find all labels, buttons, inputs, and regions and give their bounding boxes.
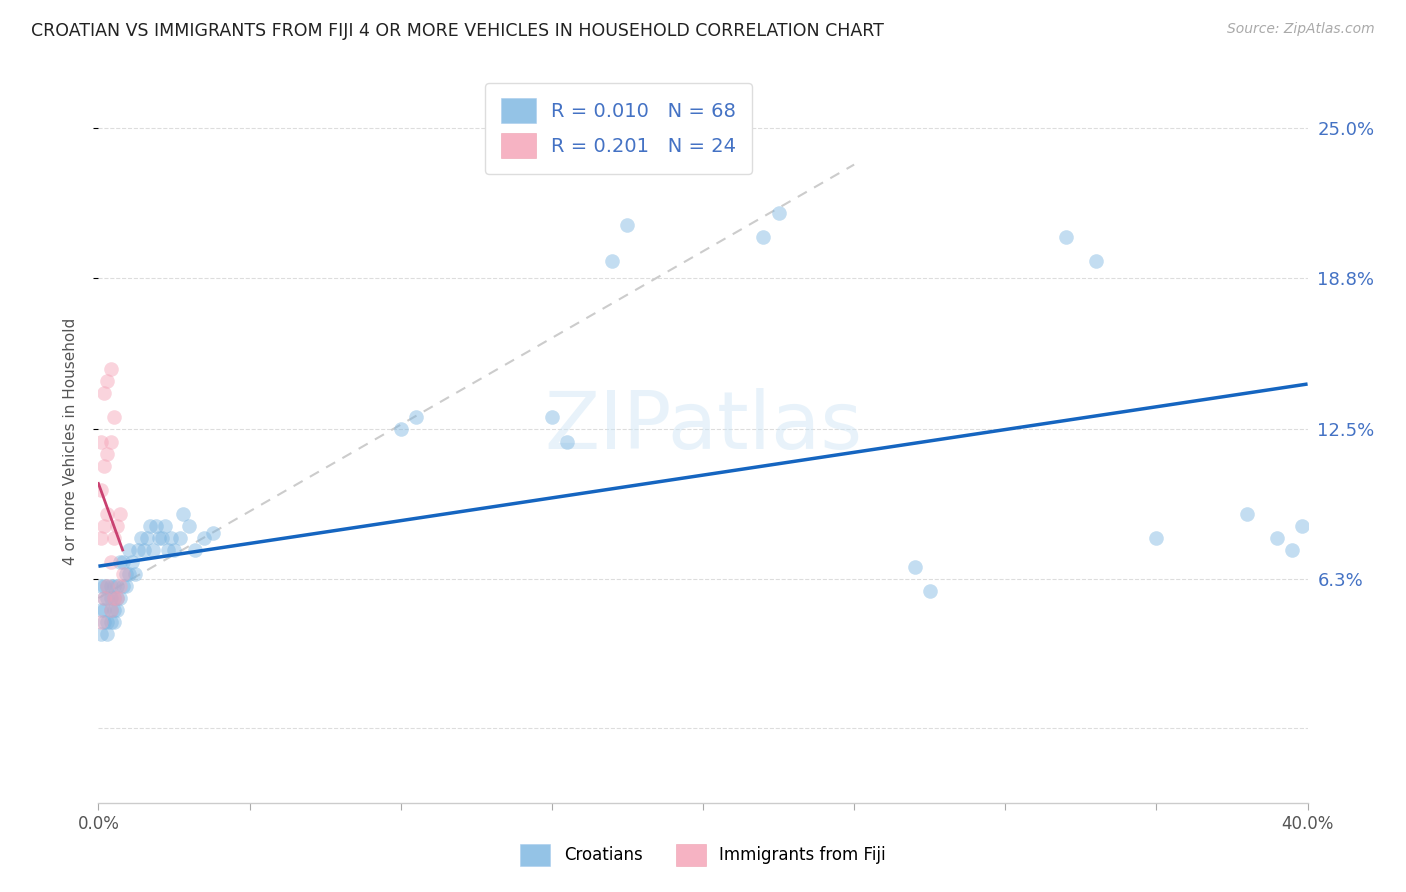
Point — [93, 518, 115, 533]
Point — [100, 603, 122, 617]
Point — [96, 446, 118, 460]
Point — [768, 205, 790, 219]
Point — [904, 559, 927, 574]
Point — [100, 434, 122, 449]
Point — [105, 591, 128, 606]
Point — [127, 542, 149, 557]
Point — [602, 253, 624, 268]
Point — [148, 531, 170, 545]
Point — [105, 603, 128, 617]
Y-axis label: 4 or more Vehicles in Household: 4 or more Vehicles in Household — [63, 318, 77, 566]
Text: CROATIAN VS IMMIGRANTS FROM FIJI 4 OR MORE VEHICLES IN HOUSEHOLD CORRELATION CHA: CROATIAN VS IMMIGRANTS FROM FIJI 4 OR MO… — [31, 22, 884, 40]
Point — [1236, 507, 1258, 521]
Point — [93, 458, 115, 473]
Point — [108, 555, 131, 569]
Point — [96, 627, 118, 641]
Point — [918, 583, 941, 598]
Text: Source: ZipAtlas.com: Source: ZipAtlas.com — [1227, 22, 1375, 37]
Point — [93, 603, 115, 617]
Point — [90, 603, 112, 617]
Point — [153, 518, 176, 533]
Point — [1291, 518, 1313, 533]
Point — [114, 567, 136, 582]
Point — [156, 542, 179, 557]
Point — [1054, 230, 1077, 244]
Point — [103, 603, 125, 617]
Point — [90, 483, 112, 497]
Point — [118, 542, 141, 557]
Point — [405, 410, 427, 425]
Point — [96, 579, 118, 593]
Point — [389, 423, 412, 437]
Point — [103, 531, 125, 545]
Point — [135, 531, 157, 545]
Point — [142, 542, 165, 557]
Point — [145, 518, 167, 533]
Point — [90, 434, 112, 449]
Point — [105, 518, 128, 533]
Point — [100, 579, 122, 593]
Point — [160, 531, 183, 545]
Point — [100, 555, 122, 569]
Point — [103, 591, 125, 606]
Point — [111, 567, 134, 582]
Point — [96, 507, 118, 521]
Point — [108, 579, 131, 593]
Point — [90, 579, 112, 593]
Point — [179, 518, 201, 533]
Point — [93, 615, 115, 630]
Point — [103, 615, 125, 630]
Point — [93, 591, 115, 606]
Point — [172, 507, 194, 521]
Point — [96, 615, 118, 630]
Point — [103, 410, 125, 425]
Point — [1144, 531, 1167, 545]
Point — [108, 591, 131, 606]
Point — [121, 555, 143, 569]
Point — [118, 567, 141, 582]
Point — [129, 531, 152, 545]
Point — [540, 410, 562, 425]
Point — [124, 567, 146, 582]
Point — [202, 526, 225, 541]
Point — [139, 518, 162, 533]
Point — [93, 591, 115, 606]
Point — [105, 591, 128, 606]
Point — [100, 591, 122, 606]
Point — [96, 591, 118, 606]
Point — [100, 615, 122, 630]
Point — [111, 579, 134, 593]
Point — [150, 531, 173, 545]
Point — [96, 375, 118, 389]
Point — [100, 362, 122, 376]
Point — [114, 579, 136, 593]
Point — [96, 579, 118, 593]
Text: ZIPatlas: ZIPatlas — [544, 388, 862, 467]
Point — [555, 434, 578, 449]
Point — [616, 218, 638, 232]
Point — [105, 579, 128, 593]
Point — [163, 542, 186, 557]
Point — [1281, 542, 1303, 557]
Point — [103, 579, 125, 593]
Point — [1085, 253, 1108, 268]
Legend: Croatians, Immigrants from Fiji: Croatians, Immigrants from Fiji — [512, 836, 894, 874]
Point — [169, 531, 191, 545]
Point — [100, 603, 122, 617]
Point — [752, 230, 775, 244]
Point — [93, 579, 115, 593]
Point — [90, 615, 112, 630]
Point — [103, 591, 125, 606]
Point — [193, 531, 215, 545]
Point — [90, 531, 112, 545]
Point — [132, 542, 155, 557]
Point — [111, 555, 134, 569]
Point — [108, 507, 131, 521]
Point — [184, 542, 207, 557]
Point — [93, 386, 115, 401]
Point — [1267, 531, 1289, 545]
Point — [90, 627, 112, 641]
